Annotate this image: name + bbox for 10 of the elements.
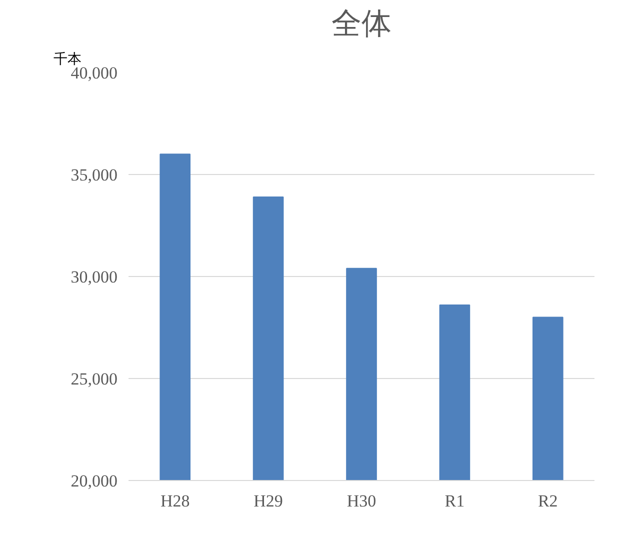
y-tick-label: 30,000 (70, 268, 118, 286)
y-tick-label: 25,000 (70, 370, 118, 388)
x-tick-label: R1 (444, 492, 465, 510)
chart-title: 全体 (332, 8, 392, 40)
y-tick-label: 20,000 (70, 472, 118, 490)
x-tick-label: H30 (346, 492, 376, 510)
x-tick-label: H29 (254, 492, 283, 510)
y-tick-label: 35,000 (70, 166, 118, 184)
x-tick-label: H28 (160, 492, 190, 510)
x-tick-label: R2 (538, 492, 558, 510)
